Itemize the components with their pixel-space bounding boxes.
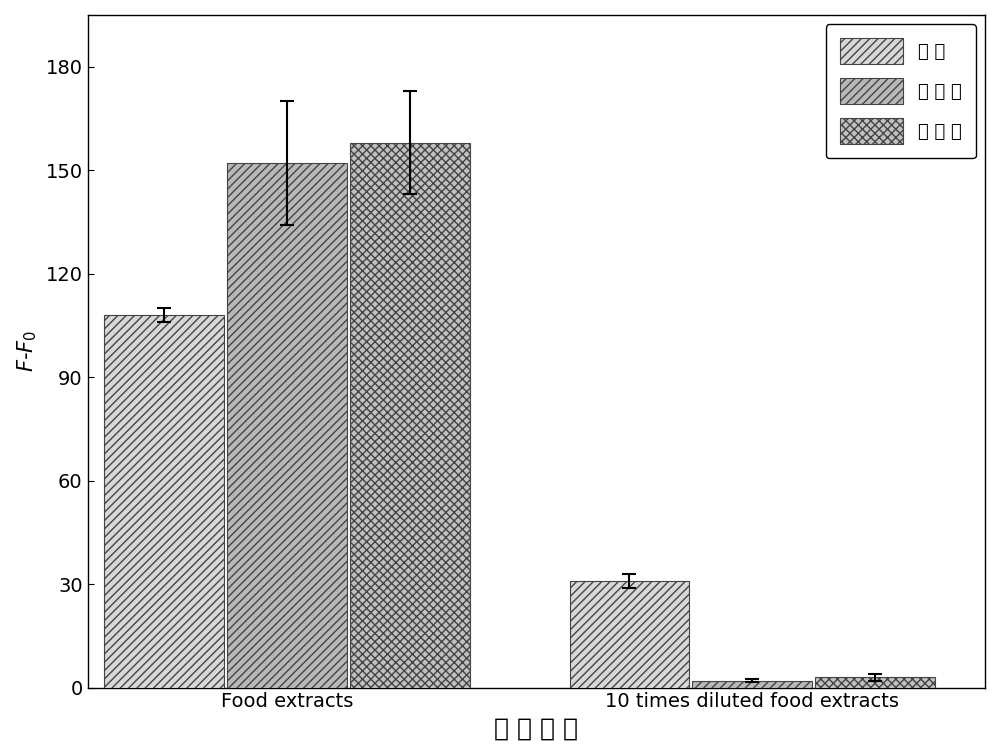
Bar [104,315,224,688]
Bar [815,677,935,688]
Bar [692,680,812,688]
Legend: 虞 镬, 番 茄 镬, 沙 拉 镬: 虞 镬, 番 茄 镬, 沙 拉 镬 [826,24,976,159]
Bar [227,163,347,688]
Y-axis label: F-F$_0$: F-F$_0$ [15,330,39,373]
X-axis label: 实 际 样 品: 实 际 样 品 [494,717,578,741]
Bar [570,581,689,688]
Bar [350,143,470,688]
